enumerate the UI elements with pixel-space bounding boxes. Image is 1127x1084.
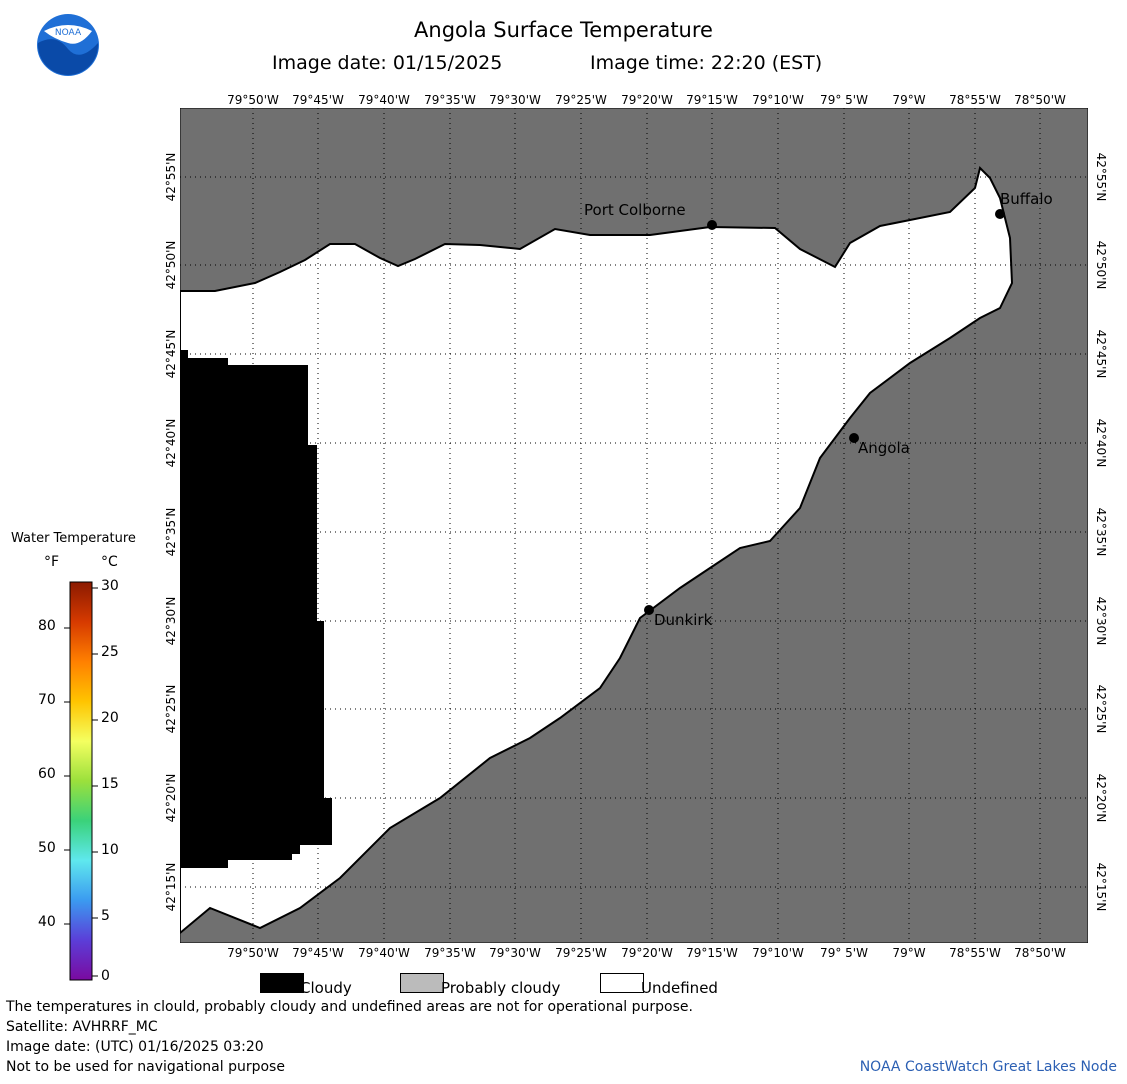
footer-navigation-warning: Not to be used for navigational purpose <box>6 1059 285 1075</box>
lon-label-top: 78°55'W <box>949 93 1001 107</box>
legend-swatch-undefined <box>600 973 644 993</box>
lon-label-bottom: 79°10'W <box>752 946 804 960</box>
lat-label-left: 42°25'N <box>164 684 178 734</box>
lat-label-left: 42°30'N <box>164 596 178 646</box>
colorbar-c-tick: 30 <box>101 578 119 594</box>
colorbar-c-tick: 0 <box>101 968 110 984</box>
lon-label-top: 79°45'W <box>292 93 344 107</box>
city-label-angola: Angola <box>858 439 910 457</box>
city-dot-dunkirk <box>644 605 654 615</box>
lon-label-top: 79°W <box>892 93 926 107</box>
colorbar-c-tick: 15 <box>101 776 119 792</box>
lat-label-left: 42°35'N <box>164 507 178 557</box>
map-title: Angola Surface Temperature <box>414 18 713 42</box>
noaa-logo-text: NOAA <box>55 28 82 38</box>
footer-satellite: Satellite: AVHRRF_MC <box>6 1019 158 1035</box>
footer-disclaimer: The temperatures in clould, probably clo… <box>6 999 693 1015</box>
lat-label-left: 42°55'N <box>164 152 178 202</box>
colorbar-c-tick: 5 <box>101 908 110 924</box>
lon-label-top: 78°50'W <box>1014 93 1066 107</box>
colorbar-f-tick: 60 <box>38 766 56 782</box>
colorbar-f-tick: 80 <box>38 618 56 634</box>
lon-label-bottom: 79°W <box>892 946 926 960</box>
lon-label-bottom: 79°35'W <box>424 946 476 960</box>
lat-label-right: 42°55'N <box>1094 152 1108 202</box>
city-dot-port-colborne <box>707 220 717 230</box>
lon-label-top: 79°15'W <box>686 93 738 107</box>
lat-label-right: 42°25'N <box>1094 684 1108 734</box>
lat-label-right: 42°50'N <box>1094 240 1108 290</box>
lat-label-right: 42°20'N <box>1094 773 1108 823</box>
lat-label-left: 42°15'N <box>164 862 178 912</box>
legend-label-undefined: Undefined <box>641 979 718 997</box>
footer-utc-date: Image date: (UTC) 01/16/2025 03:20 <box>6 1039 264 1055</box>
legend-swatch-probably-cloudy <box>400 973 444 993</box>
colorbar-f-tick: 70 <box>38 692 56 708</box>
city-dot-angola <box>849 433 859 443</box>
graticule <box>180 108 1088 943</box>
colorbar-ticks <box>64 587 98 977</box>
colorbar-title: Water Temperature <box>11 531 136 546</box>
lat-label-right: 42°35'N <box>1094 507 1108 557</box>
colorbar-f-tick: 50 <box>38 840 56 856</box>
lat-label-right: 42°30'N <box>1094 596 1108 646</box>
lon-label-bottom: 78°55'W <box>949 946 1001 960</box>
lon-label-top: 79°50'W <box>227 93 279 107</box>
colorbar-f-tick: 40 <box>38 914 56 930</box>
lon-label-bottom: 79°50'W <box>227 946 279 960</box>
lon-label-bottom: 78°50'W <box>1014 946 1066 960</box>
lon-label-bottom: 79° 5'W <box>820 946 868 960</box>
footer-credit: NOAA CoastWatch Great Lakes Node <box>859 1059 1117 1075</box>
lon-label-bottom: 79°25'W <box>555 946 607 960</box>
legend-swatch-cloudy <box>260 973 304 993</box>
city-dot-buffalo <box>995 209 1005 219</box>
city-label-buffalo: Buffalo <box>1000 190 1053 208</box>
lat-label-left: 42°20'N <box>164 773 178 823</box>
lon-label-bottom: 79°15'W <box>686 946 738 960</box>
lat-label-left: 42°40'N <box>164 418 178 468</box>
lon-label-bottom: 79°40'W <box>358 946 410 960</box>
cloud-area <box>180 350 332 868</box>
lon-label-top: 79°20'W <box>621 93 673 107</box>
legend-label-cloudy: Cloudy <box>300 979 352 997</box>
colorbar-unit-f: °F <box>44 554 60 570</box>
city-label-dunkirk: Dunkirk <box>654 611 713 629</box>
lon-label-top: 79°35'W <box>424 93 476 107</box>
lon-label-top: 79° 5'W <box>820 93 868 107</box>
noaa-logo: NOAA <box>37 14 99 76</box>
lake-undefined-area <box>180 166 1014 935</box>
legend-label-probably-cloudy: Probably cloudy <box>441 979 561 997</box>
image-date: Image date: 01/15/2025 <box>272 52 503 74</box>
lon-label-top: 79°30'W <box>489 93 541 107</box>
lat-label-left: 42°50'N <box>164 240 178 290</box>
lon-label-bottom: 79°20'W <box>621 946 673 960</box>
city-label-port-colborne: Port Colborne <box>584 201 686 219</box>
colorbar-c-tick: 25 <box>101 644 119 660</box>
lon-label-top: 79°40'W <box>358 93 410 107</box>
lat-label-right: 42°45'N <box>1094 329 1108 379</box>
map-area <box>180 108 1088 943</box>
colorbar-unit-c: °C <box>101 554 118 570</box>
lon-label-bottom: 79°30'W <box>489 946 541 960</box>
lon-label-top: 79°25'W <box>555 93 607 107</box>
lat-label-right: 42°40'N <box>1094 418 1108 468</box>
colorbar-c-tick: 20 <box>101 710 119 726</box>
colorbar-c-tick: 10 <box>101 842 119 858</box>
lat-label-left: 42°45'N <box>164 329 178 379</box>
colorbar-gradient <box>69 581 93 981</box>
lat-label-right: 42°15'N <box>1094 862 1108 912</box>
lon-label-top: 79°10'W <box>752 93 804 107</box>
colorbar <box>64 581 98 981</box>
lon-label-bottom: 79°45'W <box>292 946 344 960</box>
image-time: Image time: 22:20 (EST) <box>590 52 823 74</box>
